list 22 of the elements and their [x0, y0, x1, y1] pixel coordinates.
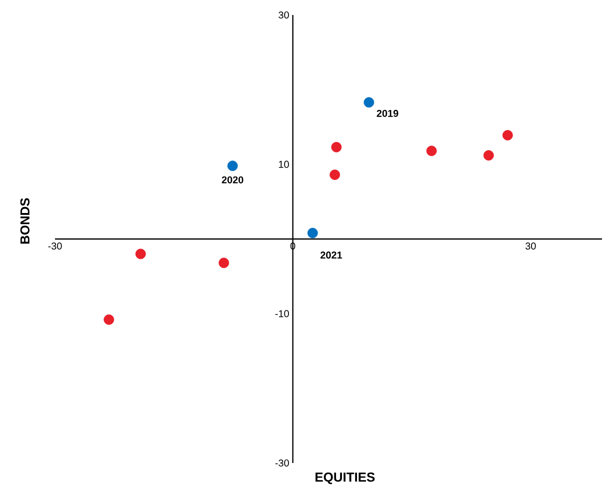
point	[307, 228, 318, 238]
annotation: 2020	[222, 176, 244, 184]
annotation: 2019	[376, 110, 398, 117]
x-axis-title: EQUITIES	[316, 472, 375, 484]
point	[426, 146, 437, 156]
y-axis-title: BONDS	[20, 198, 30, 244]
y-tick-label: 30	[278, 11, 289, 19]
y-tick-label: 10	[278, 160, 289, 168]
point	[502, 130, 513, 140]
point	[364, 97, 374, 108]
point	[104, 314, 114, 325]
point	[135, 248, 146, 260]
point	[330, 170, 340, 180]
annotation: 2021	[320, 252, 342, 259]
point	[227, 160, 238, 172]
x-tick-label: -30	[48, 242, 62, 250]
y-tick-label: -10	[275, 310, 289, 318]
y-tick-label: -30	[275, 459, 289, 467]
point	[483, 150, 494, 161]
point	[218, 258, 230, 268]
x-tick-label: 30	[525, 242, 536, 250]
point	[331, 142, 342, 152]
